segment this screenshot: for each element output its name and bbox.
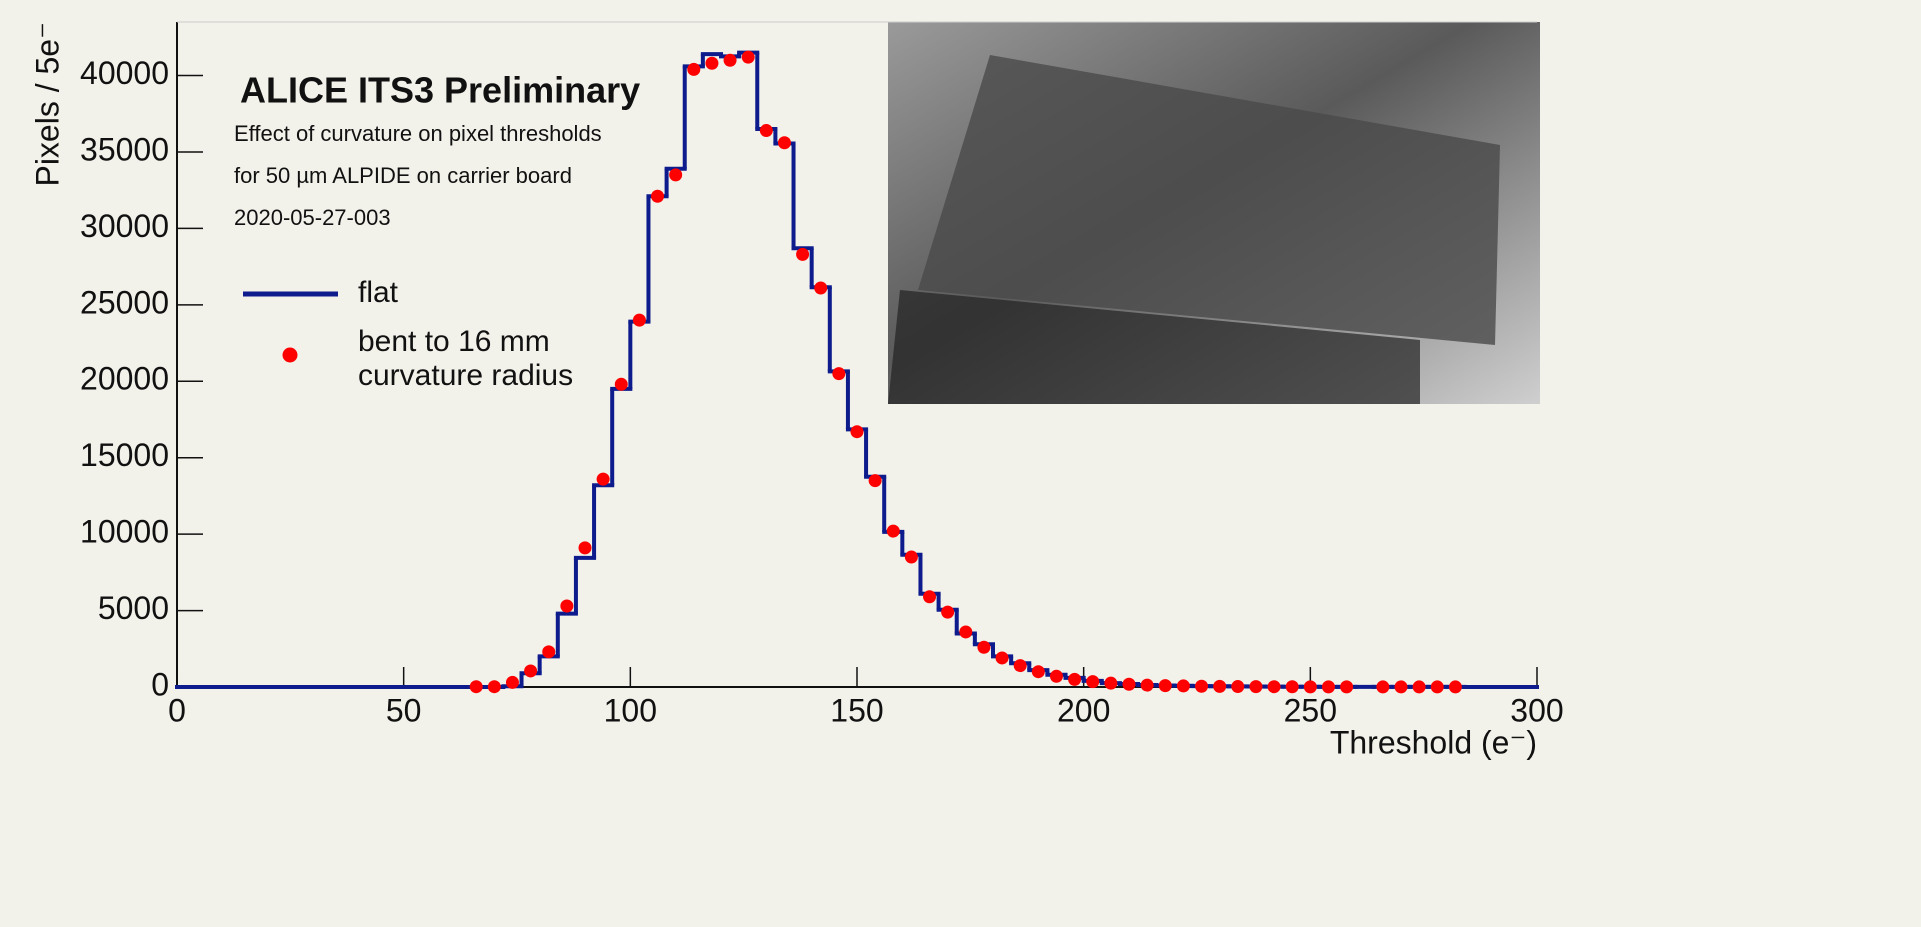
- scatter-point: [759, 124, 773, 138]
- annotation: Effect of curvature on pixel thresholds: [234, 121, 602, 146]
- x-tick-label: 0: [168, 692, 186, 728]
- scatter-point: [632, 313, 646, 327]
- annotation: 2020-05-27-003: [234, 205, 391, 230]
- y-tick-label: 10000: [80, 514, 169, 550]
- scatter-point: [1068, 672, 1082, 686]
- scatter-point: [560, 599, 574, 613]
- scatter-point: [1049, 669, 1063, 683]
- scatter-point: [850, 425, 864, 439]
- scatter-point: [1158, 679, 1172, 693]
- y-tick-label: 15000: [80, 437, 169, 473]
- scatter-point: [1430, 680, 1444, 694]
- scatter-point: [705, 56, 719, 70]
- scatter-point: [1412, 680, 1426, 694]
- scatter-point: [505, 675, 519, 689]
- scatter-point: [1195, 679, 1209, 693]
- y-tick-label: 25000: [80, 284, 169, 320]
- scatter-point: [777, 136, 791, 150]
- scatter-point: [1376, 680, 1390, 694]
- x-tick-label: 250: [1284, 692, 1337, 728]
- x-tick-label: 200: [1057, 692, 1110, 728]
- inset-chip: [918, 55, 1500, 345]
- scatter-point: [1031, 665, 1045, 679]
- scatter-point: [868, 474, 882, 488]
- annotation: for 50 µm ALPIDE on carrier board: [234, 163, 572, 188]
- scatter-point: [995, 651, 1009, 665]
- chart-title: ALICE ITS3 Preliminary: [240, 70, 640, 111]
- scatter-point: [1448, 680, 1462, 694]
- scatter-point: [1231, 680, 1245, 694]
- scatter-point: [1267, 680, 1281, 694]
- scatter-point: [542, 645, 556, 659]
- y-tick-label: 30000: [80, 208, 169, 244]
- scatter-point: [1140, 678, 1154, 692]
- y-tick-label: 35000: [80, 131, 169, 167]
- inset-board: [888, 290, 1420, 404]
- y-tick-label: 20000: [80, 361, 169, 397]
- scatter-point: [1249, 680, 1263, 694]
- scatter-point: [904, 550, 918, 564]
- y-tick-label: 40000: [80, 55, 169, 91]
- x-tick-label: 300: [1510, 692, 1563, 728]
- scatter-point: [651, 189, 665, 203]
- scatter-point: [1122, 677, 1136, 691]
- scatter-point: [596, 472, 610, 486]
- scatter-point: [941, 605, 955, 619]
- scatter-point: [687, 62, 701, 76]
- scatter-point: [977, 640, 991, 654]
- legend-label: bent to 16 mm curvature radius: [358, 325, 574, 392]
- scatter-point: [814, 281, 828, 295]
- scatter-point: [796, 247, 810, 261]
- scatter-point: [1340, 680, 1354, 694]
- scatter-point: [487, 680, 501, 694]
- scatter-point: [1176, 679, 1190, 693]
- scatter-point: [1394, 680, 1408, 694]
- scatter-point: [524, 664, 538, 678]
- scatter-point: [923, 590, 937, 604]
- scatter-point: [578, 541, 592, 555]
- scatter-point: [1086, 675, 1100, 689]
- scatter-point: [1213, 679, 1227, 693]
- scatter-point: [469, 680, 483, 694]
- scatter-point: [741, 50, 755, 64]
- scatter-point: [614, 377, 628, 391]
- legend-label: flat: [358, 276, 399, 309]
- x-tick-label: 50: [386, 692, 422, 728]
- y-tick-label: 5000: [98, 590, 169, 626]
- y-tick-label: 0: [151, 666, 169, 702]
- y-axis-label: Pixels / 5e⁻: [29, 22, 65, 187]
- scatter-point: [723, 53, 737, 67]
- x-tick-label: 150: [830, 692, 883, 728]
- scatter-point: [1303, 680, 1317, 694]
- scatter-point: [1321, 680, 1335, 694]
- x-axis-label: Threshold (e⁻): [1330, 724, 1537, 760]
- scatter-point: [1285, 680, 1299, 694]
- scatter-point: [1104, 676, 1118, 690]
- scatter-point: [832, 367, 846, 381]
- scatter-point: [886, 524, 900, 538]
- scatter-point: [669, 168, 683, 182]
- scatter-point: [959, 625, 973, 639]
- legend-marker: [282, 347, 298, 363]
- x-tick-label: 100: [604, 692, 657, 728]
- scatter-point: [1013, 659, 1027, 673]
